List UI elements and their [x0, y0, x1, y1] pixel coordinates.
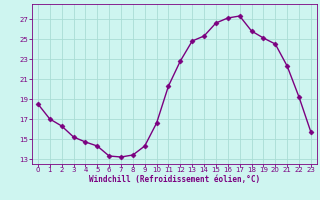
X-axis label: Windchill (Refroidissement éolien,°C): Windchill (Refroidissement éolien,°C) [89, 175, 260, 184]
